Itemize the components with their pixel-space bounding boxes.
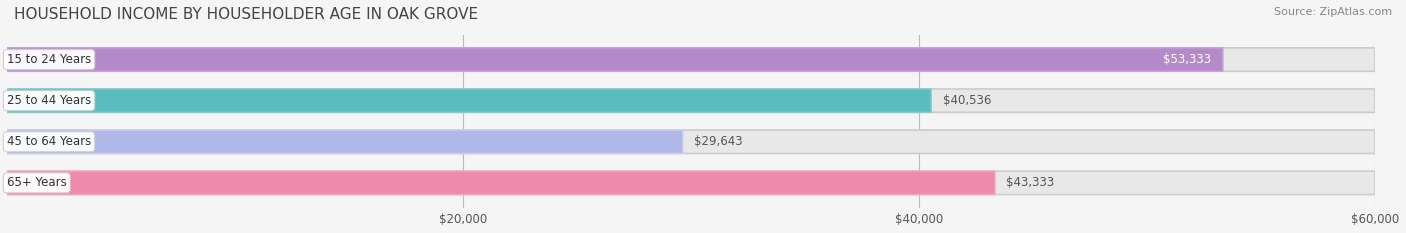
- FancyBboxPatch shape: [7, 48, 1223, 71]
- Text: $43,333: $43,333: [1007, 176, 1054, 189]
- Text: $40,536: $40,536: [942, 94, 991, 107]
- FancyBboxPatch shape: [7, 171, 995, 195]
- Text: 25 to 44 Years: 25 to 44 Years: [7, 94, 91, 107]
- FancyBboxPatch shape: [7, 48, 1375, 71]
- FancyBboxPatch shape: [7, 171, 1375, 195]
- Text: 65+ Years: 65+ Years: [7, 176, 66, 189]
- FancyBboxPatch shape: [7, 89, 1375, 112]
- FancyBboxPatch shape: [7, 130, 683, 154]
- FancyBboxPatch shape: [7, 130, 1375, 154]
- Text: HOUSEHOLD INCOME BY HOUSEHOLDER AGE IN OAK GROVE: HOUSEHOLD INCOME BY HOUSEHOLDER AGE IN O…: [14, 7, 478, 22]
- Text: 15 to 24 Years: 15 to 24 Years: [7, 53, 91, 66]
- Text: $53,333: $53,333: [1163, 53, 1212, 66]
- Text: 45 to 64 Years: 45 to 64 Years: [7, 135, 91, 148]
- FancyBboxPatch shape: [7, 89, 931, 112]
- Text: $29,643: $29,643: [695, 135, 742, 148]
- Text: Source: ZipAtlas.com: Source: ZipAtlas.com: [1274, 7, 1392, 17]
